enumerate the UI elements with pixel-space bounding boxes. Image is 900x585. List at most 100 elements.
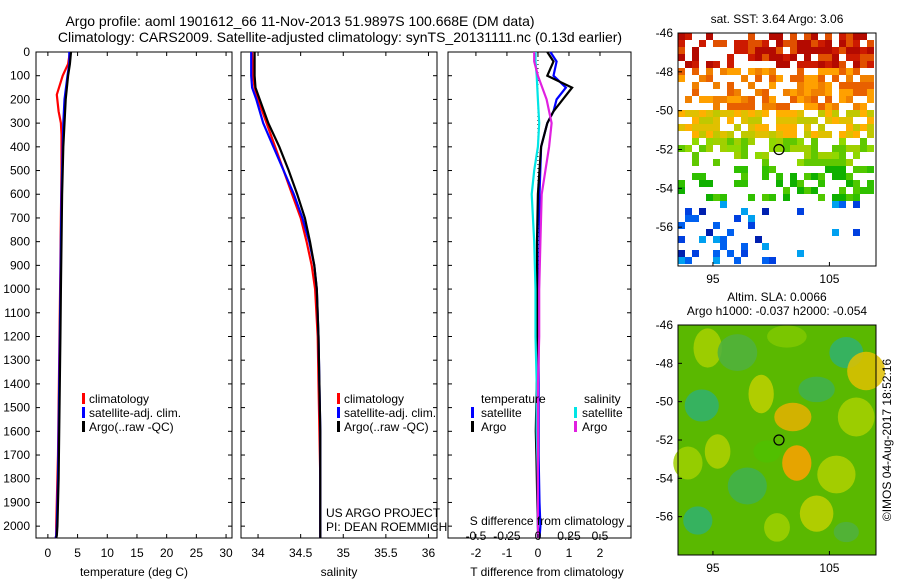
- sst-cell: [769, 68, 776, 75]
- sst-cell: [685, 208, 692, 215]
- sst-cell: [727, 145, 734, 152]
- x-tick-label: 34.5: [289, 546, 313, 560]
- sst-cell: [727, 89, 734, 96]
- sst-cell: [734, 180, 741, 187]
- sst-cell: [727, 68, 734, 75]
- sst-cell: [818, 180, 825, 187]
- sst-cell: [741, 208, 748, 215]
- sst-cell: [846, 159, 853, 166]
- sla-blob: [833, 521, 859, 543]
- sst-cell: [783, 187, 790, 194]
- sst-cell: [762, 166, 769, 173]
- temperature-panel: [35, 51, 233, 539]
- depth-tick-label: 200: [10, 92, 30, 106]
- sst-cell: [790, 131, 797, 138]
- sst-cell: [860, 187, 867, 194]
- sst-cell: [860, 61, 867, 68]
- sst-cell: [713, 61, 720, 68]
- sst-cell: [811, 33, 818, 40]
- sst-cell: [825, 110, 832, 117]
- sst-cell: [846, 145, 853, 152]
- x2-tick-label: -0.25: [493, 529, 521, 543]
- sst-cell: [706, 33, 713, 40]
- sst-cell: [860, 82, 867, 89]
- sst-cell: [776, 110, 783, 117]
- sst-cell: [839, 194, 846, 201]
- sst-cell: [755, 152, 762, 159]
- sst-cell: [748, 194, 755, 201]
- x-tick-label: 0: [45, 546, 52, 560]
- depth-tick-label: 1200: [3, 329, 30, 343]
- sst-cell: [811, 89, 818, 96]
- sst-cell: [853, 103, 860, 110]
- sst-cell: [867, 131, 874, 138]
- sst-cell: [748, 103, 755, 110]
- sst-cell: [818, 54, 825, 61]
- sst-cell: [790, 110, 797, 117]
- credit-project: US ARGO PROJECT: [326, 506, 441, 520]
- sst-cell: [846, 173, 853, 180]
- sst-cell: [811, 152, 818, 159]
- sst-cell: [692, 54, 699, 61]
- sst-cell: [853, 194, 860, 201]
- legend-label-climatology: climatology: [89, 392, 149, 406]
- sst-cell: [755, 68, 762, 75]
- difference-legend: temperature salinity satellite Argo sate…: [471, 392, 623, 434]
- sst-cell: [853, 131, 860, 138]
- sst-cell: [685, 33, 692, 40]
- x-tick-label: 0: [535, 546, 542, 560]
- sst-cell: [685, 257, 692, 264]
- sst-cell: [699, 96, 706, 103]
- sst-cell: [811, 82, 818, 89]
- sst-cell: [748, 222, 755, 229]
- sst-cell: [769, 82, 776, 89]
- sst-cell: [699, 145, 706, 152]
- sst-cell: [860, 138, 867, 145]
- sst-cell: [804, 117, 811, 124]
- sst-cell: [825, 33, 832, 40]
- sst-cell: [748, 131, 755, 138]
- float-location-marker: [773, 434, 785, 446]
- sst-cell: [755, 131, 762, 138]
- sst-cell: [706, 138, 713, 145]
- sst-cell: [755, 236, 762, 243]
- x-tick-label: 30: [219, 546, 233, 560]
- sst-cell: [776, 131, 783, 138]
- sst-cell: [706, 131, 713, 138]
- sst-cell: [692, 68, 699, 75]
- sst-cell: [797, 117, 804, 124]
- sst-cell: [853, 145, 860, 152]
- sst-cell: [804, 152, 811, 159]
- sst-cell: [790, 117, 797, 124]
- sst-cell: [727, 110, 734, 117]
- sst-cell: [804, 54, 811, 61]
- sla-blob: [704, 434, 731, 469]
- legend-header-salinity: salinity: [584, 392, 621, 406]
- sst-cell: [678, 222, 685, 229]
- sst-cell: [790, 89, 797, 96]
- sla-blob: [753, 440, 781, 463]
- sst-cell: [734, 89, 741, 96]
- sst-cell: [832, 159, 839, 166]
- sst-cell: [811, 173, 818, 180]
- sst-cell: [860, 47, 867, 54]
- sst-cell: [811, 40, 818, 47]
- sst-cell: [839, 152, 846, 159]
- sst-cell: [818, 103, 825, 110]
- legend-label-satellite: satellite-adj. clim.: [89, 406, 181, 420]
- sst-cell: [853, 54, 860, 61]
- sst-cell: [748, 138, 755, 145]
- sst-cell: [818, 131, 825, 138]
- sst-cell: [776, 117, 783, 124]
- sst-cell: [832, 110, 839, 117]
- sst-cell: [846, 131, 853, 138]
- depth-tick-label: 1300: [3, 353, 30, 367]
- x-tick-label: -1: [502, 546, 513, 560]
- sst-map-frame: [677, 32, 877, 267]
- sst-cell: [713, 110, 720, 117]
- sst-cell: [699, 131, 706, 138]
- sst-cell: [776, 138, 783, 145]
- sst-cell: [762, 208, 769, 215]
- sst-cell: [776, 33, 783, 40]
- sst-cell: [755, 117, 762, 124]
